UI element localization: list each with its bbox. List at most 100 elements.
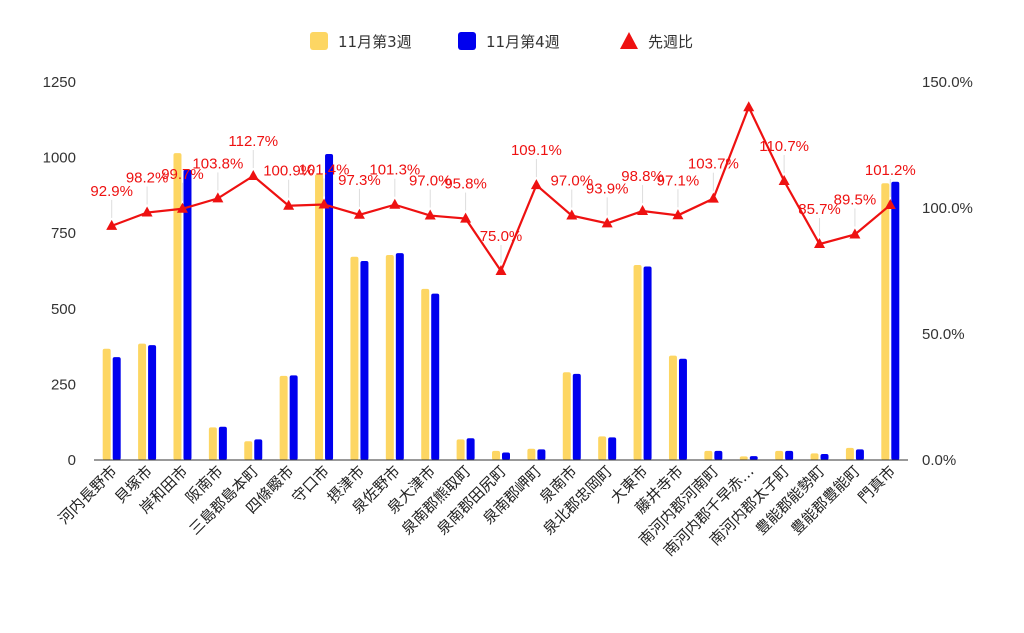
bar-series-1 xyxy=(527,448,536,460)
bar-series-1 xyxy=(881,183,890,460)
left-tick-label: 500 xyxy=(51,301,76,318)
ratio-point-marker xyxy=(566,209,578,220)
ratio-data-label: 100.9% xyxy=(263,163,314,180)
right-tick-label: 50.0% xyxy=(922,326,965,343)
bar-series-2 xyxy=(537,449,546,460)
ratio-point-marker xyxy=(530,179,542,190)
ratio-data-label: 109.1% xyxy=(511,142,562,159)
bar-series-2 xyxy=(820,453,829,460)
right-axis-ticks: 0.0% 50.0% 100.0% 150.0% xyxy=(922,74,973,469)
ratio-data-label: 75.0% xyxy=(480,228,523,245)
bar-series-2 xyxy=(218,426,227,460)
ratio-point-marker xyxy=(707,192,719,203)
category-label: 河内長野市 xyxy=(55,462,121,528)
ratio-data-label: 101.4% xyxy=(299,161,350,178)
ratio-point-marker xyxy=(424,209,436,220)
ratio-point-marker xyxy=(389,198,401,209)
bar-series-2 xyxy=(112,357,121,460)
ratio-point-marker xyxy=(460,212,472,223)
bar-series-1 xyxy=(633,264,642,460)
category-labels: 河内長野市貝塚市岸和田市阪南市三島郡島本町四條畷市守口市摂津市泉佐野市泉大津市泉… xyxy=(55,462,899,560)
ratio-point-marker xyxy=(212,192,224,203)
ratio-data-label: 98.8% xyxy=(621,168,664,185)
bar-series-2 xyxy=(572,373,581,460)
bar-series-1 xyxy=(775,450,784,460)
bar-series-2 xyxy=(254,439,263,460)
ratio-data-label: 93.9% xyxy=(586,180,629,197)
bar-series-2 xyxy=(714,450,723,460)
ratio-data-label: 101.3% xyxy=(369,162,420,179)
bar-series-2 xyxy=(325,153,334,461)
bar-series-1 xyxy=(102,348,111,460)
ratio-point-marker xyxy=(353,208,365,219)
ratio-data-label: 101.2% xyxy=(865,162,916,179)
bar-series-1 xyxy=(421,288,430,460)
legend-swatch xyxy=(458,32,476,50)
ratio-point-marker xyxy=(141,206,153,217)
ratio-data-label: 112.7% xyxy=(228,133,278,150)
bar-series-1 xyxy=(315,174,324,460)
right-tick-label: 100.0% xyxy=(922,200,973,217)
ratio-point-marker xyxy=(318,198,330,209)
bar-series-2 xyxy=(431,293,440,460)
ratio-point-marker xyxy=(743,101,755,112)
bar-series-1 xyxy=(562,372,571,460)
ratio-point-marker xyxy=(778,175,790,186)
bar-series-2 xyxy=(148,345,157,460)
legend-swatch xyxy=(620,32,638,49)
left-tick-label: 250 xyxy=(51,376,76,393)
bar-series-2 xyxy=(395,253,404,460)
ratio-data-label: 97.1% xyxy=(657,172,700,189)
bar-series-2 xyxy=(855,449,864,460)
ratio-point-marker xyxy=(849,228,861,239)
bar-series-1 xyxy=(668,355,677,460)
bar-series-2 xyxy=(466,438,475,460)
ratio-point-marker xyxy=(495,265,507,275)
category-label: 門真市 xyxy=(855,462,900,507)
category-label: 守口市 xyxy=(288,462,333,507)
ratio-point-marker xyxy=(884,198,896,209)
bar-series-2 xyxy=(678,358,687,460)
bar-series-1 xyxy=(173,153,182,460)
left-tick-label: 1250 xyxy=(43,74,76,91)
ratio-data-label: 98.2% xyxy=(126,170,169,187)
ratio-line-series: 92.9%98.2%99.7%103.8%112.7%100.9%101.4%9… xyxy=(90,101,916,275)
bar-series-1 xyxy=(138,343,147,460)
bar-series-1 xyxy=(350,256,359,460)
ratio-data-label: 89.5% xyxy=(834,191,877,208)
ratio-data-label: 97.3% xyxy=(338,172,381,189)
ratio-point-marker xyxy=(637,205,649,216)
ratio-data-label: 97.0% xyxy=(551,173,594,190)
bar-series-2 xyxy=(891,181,900,461)
right-tick-label: 150.0% xyxy=(922,74,973,91)
bars xyxy=(102,153,900,461)
bar-series-1 xyxy=(208,427,217,460)
bar-series-1 xyxy=(385,254,394,460)
left-tick-label: 0 xyxy=(68,452,76,469)
ratio-data-label: 85.7% xyxy=(798,201,841,218)
bar-series-2 xyxy=(608,437,617,460)
bar-series-1 xyxy=(845,447,854,460)
bar-series-1 xyxy=(598,436,607,460)
ratio-data-label: 95.8% xyxy=(444,176,487,193)
ratio-point-marker xyxy=(283,199,295,210)
left-tick-label: 1000 xyxy=(43,150,76,167)
legend-swatch xyxy=(310,32,328,50)
bar-series-2 xyxy=(502,452,510,460)
bar-series-2 xyxy=(289,375,298,460)
ratio-point-marker xyxy=(814,238,826,249)
legend-label: 先週比 xyxy=(648,33,693,51)
ratio-data-label: 92.9% xyxy=(90,183,133,200)
ratio-point-marker xyxy=(601,217,613,228)
ratio-data-label: 110.7% xyxy=(759,138,809,155)
legend-label: 11月第4週 xyxy=(486,33,560,51)
bar-series-1 xyxy=(492,450,500,460)
bar-series-1 xyxy=(244,441,253,460)
legend: 11月第3週 11月第4週 先週比 xyxy=(310,32,693,51)
ratio-data-label: 103.7% xyxy=(688,156,739,173)
bar-series-2 xyxy=(785,450,794,460)
ratio-point-marker xyxy=(176,202,188,213)
left-tick-label: 750 xyxy=(51,225,76,242)
legend-label: 11月第3週 xyxy=(338,33,412,51)
bar-series-2 xyxy=(643,266,652,460)
